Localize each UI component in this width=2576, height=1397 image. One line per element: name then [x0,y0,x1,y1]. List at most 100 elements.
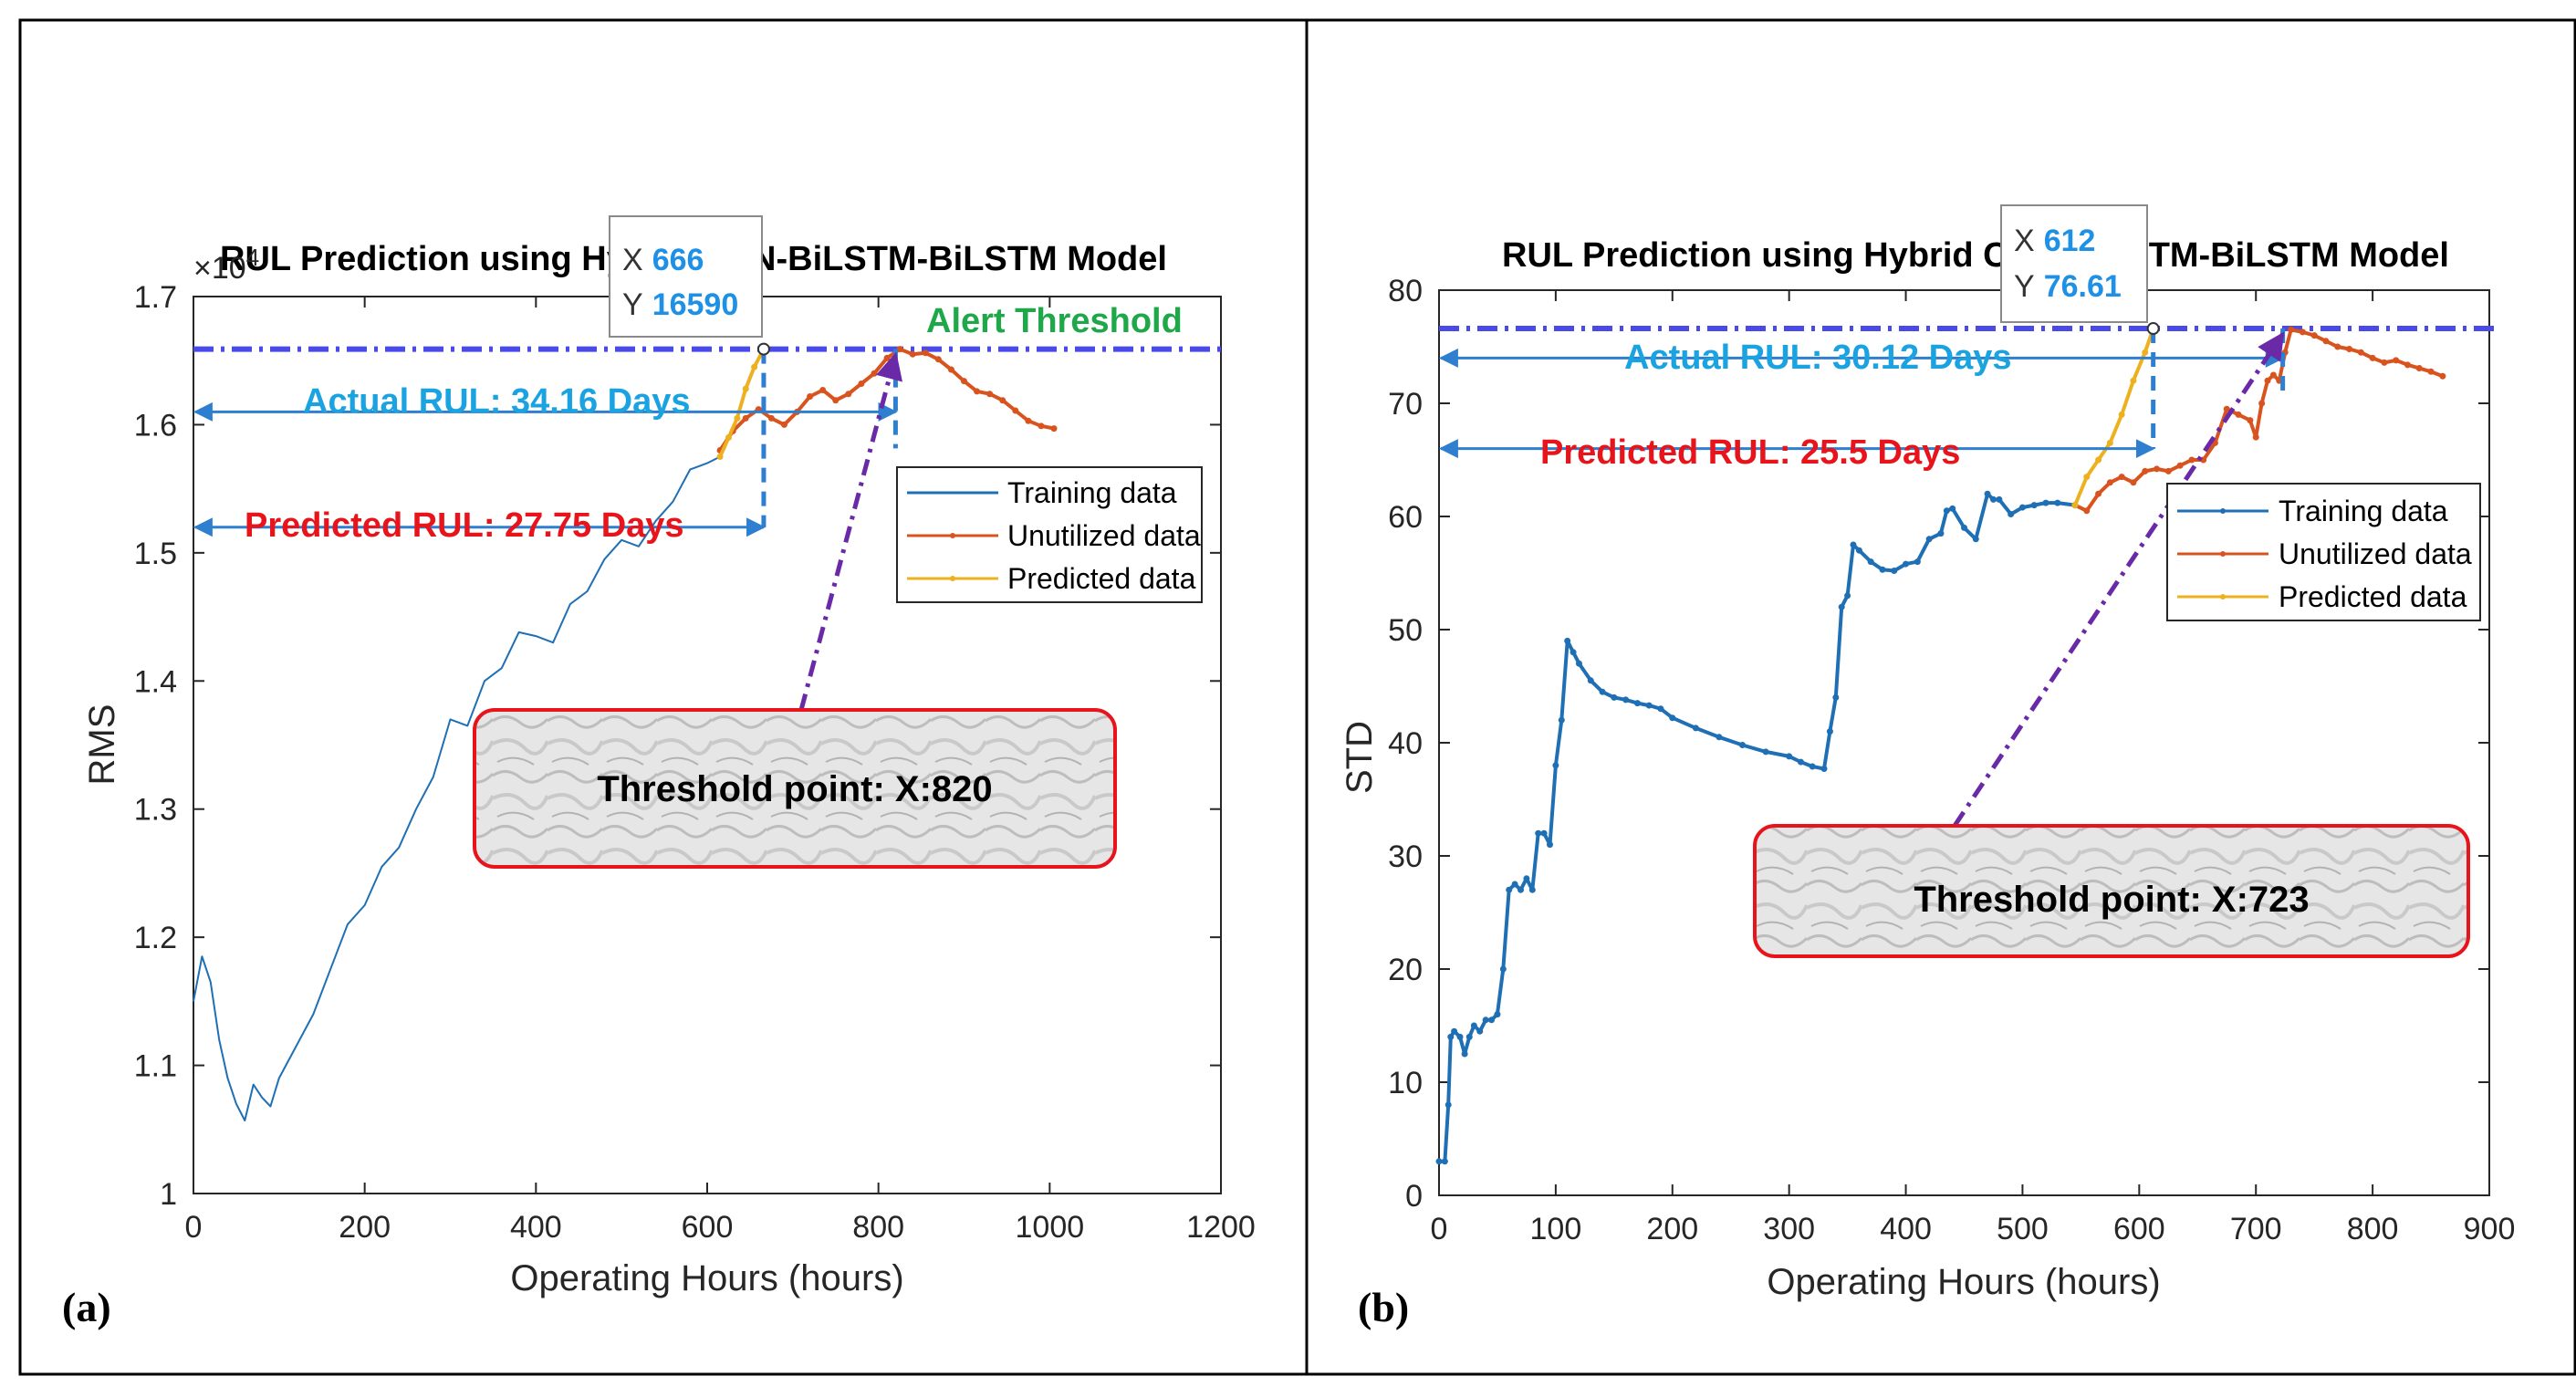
data-point-training [1470,1022,1477,1029]
datatip-x-b: X 612 [2014,224,2095,258]
legend-marker-predicted-b [2220,594,2226,599]
data-point-unutilized [807,393,814,401]
data-point-training [1461,1050,1468,1058]
data-point-unutilized [858,380,865,387]
data-point-training [1564,637,1571,644]
data-point-predicted [2118,411,2125,418]
data-point-training [1611,693,1618,701]
legend-marker-predicted-a [950,576,955,581]
data-point-training [1506,886,1513,893]
x-tick-label: 600 [682,1210,734,1245]
data-point-unutilized [974,388,981,395]
data-point-unutilized [1038,422,1045,430]
data-point-training [1447,1033,1455,1040]
data-point-unutilized [2427,368,2435,375]
x-tick-label: 400 [510,1210,562,1245]
data-point-unutilized [2235,411,2242,418]
data-point-training [1943,507,1950,515]
legend-b: Training data Unutilized data Predicted … [2166,483,2481,621]
y-tick-label: 40 [1388,726,1423,761]
data-point-training [1476,1027,1484,1035]
axis-ticks-a: 0 200 400 600 800 1000 1200 1 1.1 1.2 1.3 1.4 1.5 1.6… [134,280,1256,1245]
data-point-unutilized [2176,462,2184,469]
data-point-unutilized [2258,400,2266,407]
x-tick-label: 700 [2230,1212,2282,1246]
predicted-rul-label-b: Predicted RUL: 25.5 Days [1540,433,1960,472]
data-point-unutilized [2164,467,2172,474]
legend-item-predicted-b: Predicted data [2279,580,2467,613]
x-axis-label-b: Operating Hours (hours) [1767,1262,2160,1302]
data-point-training [1546,841,1553,849]
data-point-training [1867,558,1874,566]
legend-item-training-b: Training data [2279,495,2448,527]
alert-threshold-label: Alert Threshold [926,302,1183,340]
datatip-y-b: Y 76.61 [2014,269,2122,304]
legend-item-unutilized-b: Unutilized data [2279,537,2472,570]
legend-item-unutilized-a: Unutilized data [1007,519,1201,552]
data-point-unutilized [2130,479,2137,486]
series-line-training [193,455,721,1121]
y-tick-label: 1.4 [134,664,177,699]
data-point-training [1838,603,1845,610]
data-point-unutilized [780,421,787,428]
data-point-training [1716,734,1723,741]
data-point-unutilized [2393,357,2400,364]
threshold-pointer-line [1952,331,2285,828]
x-tick-label: 300 [1763,1212,1815,1246]
data-point-training [2030,502,2038,509]
y-tick-label: 30 [1388,839,1423,874]
x-tick-label: 800 [2347,1212,2399,1246]
data-point-predicted [734,414,741,422]
data-point-unutilized [2264,377,2271,384]
x-tick-label: 800 [852,1210,904,1245]
x-tick-label: 0 [185,1210,203,1245]
y-tick-label: 1.2 [134,921,177,955]
data-point-unutilized [2142,467,2149,474]
data-point-unutilized [2154,465,2161,473]
data-point-unutilized [2247,417,2254,424]
data-point-training [1809,763,1816,770]
outer-frame [18,18,2576,1376]
data-point-training [1937,530,1945,537]
data-point-training [1570,649,1577,656]
data-point-unutilized [2357,349,2364,356]
x-tick-label: 0 [1431,1212,1448,1246]
annotations-a [193,342,903,711]
data-point-training [1797,758,1804,766]
data-point-unutilized [2223,405,2230,412]
x-tick-label: 900 [2464,1212,2516,1246]
data-point-unutilized [1050,425,1058,433]
data-point-training [1925,536,1933,543]
data-point-training [1633,700,1641,707]
data-point-predicted [2095,456,2102,464]
data-point-training [1996,495,2003,503]
x-tick-label: 200 [339,1210,391,1245]
annotations-b [1438,322,2286,828]
legend-item-predicted-a: Predicted data [1007,562,1196,595]
plot-area-b [1438,289,2490,1196]
axis-ticks-b: 0 100 200 300 400 500 600 700 800 900 0 10 20 30 40 50 6… [1388,274,2515,1246]
panel-a: 0 200 400 600 800 1000 1200 1 1.1 1.2 1.3 1.4 1.5 1.6… [62,215,1256,1330]
data-point-training [1441,1158,1448,1165]
actual-rul-label-b: Actual RUL: 30.12 Days [1624,339,2012,377]
data-point-unutilized [922,349,929,357]
data-point-training [1786,753,1793,760]
x-tick-label: 400 [1880,1212,1932,1246]
data-point-predicted [2083,474,2091,481]
legend-marker-unutilized-b [2220,551,2226,557]
y-tick-label: 1 [160,1177,177,1212]
data-point-training [1692,725,1699,732]
y-axis-label-a: RMS [82,704,122,786]
actual-rul-label-a: Actual RUL: 34.16 Days [303,382,691,421]
data-point-training [1552,762,1559,769]
datatip-a: X 666 Y 16590 [609,215,763,338]
data-point-predicted [725,433,732,441]
data-point-training [1855,547,1862,554]
panel-label-a: (a) [62,1284,111,1330]
data-point-unutilized [2188,456,2195,464]
data-point-unutilized [767,414,775,422]
data-point-predicted [2071,502,2079,509]
data-point-unutilized [2106,479,2113,486]
x-tick-label: 600 [2113,1212,2165,1246]
